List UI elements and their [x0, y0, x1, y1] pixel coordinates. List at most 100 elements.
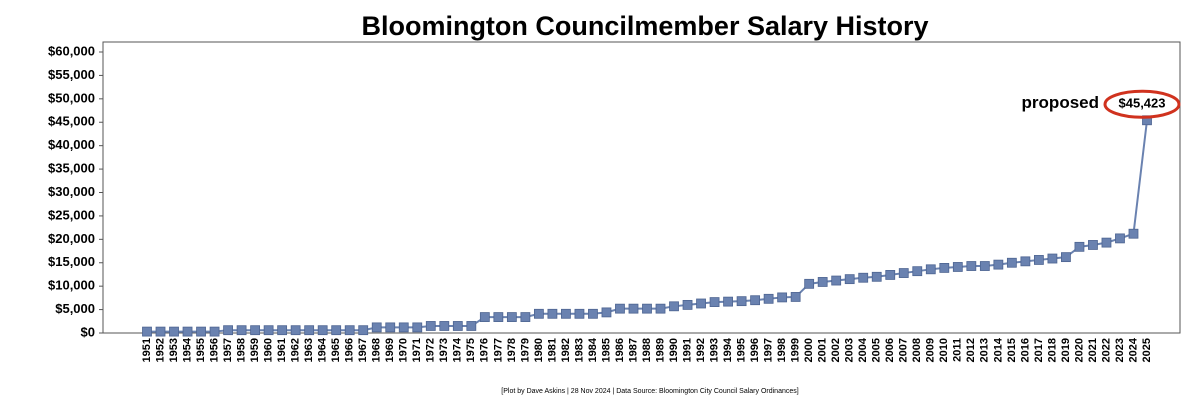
x-tick-label: 2005 — [871, 338, 883, 362]
x-tick-label: 1980 — [533, 338, 545, 362]
x-tick-label: 1986 — [614, 338, 626, 362]
point-marker — [236, 325, 247, 336]
point-marker — [358, 325, 369, 336]
x-tick-label: 1987 — [627, 338, 639, 362]
x-tick-label: 2004 — [857, 337, 869, 362]
point-marker — [209, 326, 220, 337]
point-marker — [317, 325, 328, 336]
point-marker — [196, 326, 206, 337]
point-marker — [804, 278, 815, 289]
point-marker — [493, 312, 504, 322]
point-marker — [966, 261, 977, 271]
point-marker — [1088, 240, 1098, 250]
point-marker — [533, 308, 544, 319]
x-tick-label: 1981 — [546, 338, 558, 362]
point-marker — [642, 303, 652, 314]
x-tick-label: 2008 — [911, 338, 923, 362]
point-marker — [439, 321, 450, 331]
y-tick-label: $30,000 — [48, 184, 95, 199]
y-tick-label: $60,000 — [48, 43, 95, 58]
x-tick-label: 2014 — [992, 337, 1004, 362]
x-tick-label: 1995 — [736, 338, 748, 362]
point-marker — [479, 312, 490, 322]
y-tick-label: $10,000 — [48, 278, 95, 293]
point-marker — [1061, 252, 1071, 263]
x-tick-label: 2012 — [965, 338, 977, 362]
x-tick-label: 2017 — [1033, 338, 1045, 362]
x-tick-label: 2019 — [1060, 338, 1072, 362]
x-tick-label: 2016 — [1019, 338, 1031, 362]
x-tick-label: 1958 — [236, 338, 248, 362]
x-tick-label: 2006 — [884, 338, 896, 362]
x-tick-label: 1962 — [290, 338, 302, 362]
x-tick-label: 1984 — [587, 337, 599, 362]
x-tick-label: 1953 — [168, 338, 180, 362]
value-label: $45,423 — [1119, 96, 1166, 111]
x-tick-label: 2007 — [898, 338, 910, 362]
point-marker — [574, 308, 585, 319]
point-marker — [169, 326, 179, 337]
point-marker — [1047, 253, 1058, 264]
point-marker — [682, 299, 693, 310]
point-marker — [777, 292, 788, 303]
y-tick-label: $50,000 — [48, 90, 95, 105]
x-tick-label: 1969 — [384, 338, 396, 362]
point-marker — [506, 312, 517, 322]
x-tick-label: 1959 — [249, 338, 261, 362]
x-tick-label: 1983 — [573, 338, 585, 362]
point-marker — [763, 293, 774, 304]
point-marker — [898, 268, 909, 278]
x-tick-label: 2001 — [817, 338, 829, 362]
y-tick-label: $25,000 — [48, 207, 95, 222]
x-tick-label: 2009 — [925, 338, 937, 362]
y-tick-label: $20,000 — [48, 231, 95, 246]
x-tick-label: 1997 — [763, 338, 775, 362]
plot-frame — [102, 41, 1181, 334]
x-tick-label: 1999 — [790, 338, 802, 362]
point-marker — [1101, 237, 1112, 248]
x-tick-label: 1973 — [438, 338, 450, 362]
point-marker — [628, 303, 639, 314]
point-marker — [952, 262, 963, 272]
point-marker — [371, 322, 382, 333]
x-tick-label: 1975 — [465, 338, 477, 362]
point-marker — [466, 321, 477, 331]
x-tick-label: 1964 — [317, 337, 329, 362]
point-marker — [939, 263, 950, 273]
y-tick-label: $5,000 — [55, 301, 95, 316]
x-tick-label: 2011 — [952, 338, 964, 362]
x-tick-label: 1979 — [519, 338, 531, 362]
point-marker — [979, 261, 990, 271]
point-marker — [912, 266, 923, 277]
x-tick-label: 1965 — [330, 338, 342, 362]
point-marker — [1115, 233, 1125, 244]
y-tick-label: $55,000 — [48, 67, 95, 82]
point-marker — [331, 325, 342, 336]
highlight-ellipse — [1103, 89, 1181, 119]
x-tick-label: 2003 — [844, 338, 856, 362]
x-tick-label: 1993 — [708, 338, 720, 362]
point-marker — [182, 326, 193, 337]
point-marker — [709, 297, 720, 307]
point-marker — [263, 325, 274, 336]
point-marker — [601, 307, 612, 318]
point-marker — [277, 325, 288, 336]
y-tick-label: $15,000 — [48, 254, 95, 269]
point-marker — [250, 325, 261, 336]
x-tick-label: 2020 — [1073, 338, 1085, 362]
point-marker — [696, 298, 706, 309]
x-tick-label: 2013 — [979, 338, 991, 362]
point-marker — [817, 277, 828, 287]
point-marker — [925, 264, 936, 275]
y-tick-label: $40,000 — [48, 137, 95, 152]
x-tick-label: 2023 — [1114, 338, 1126, 362]
x-tick-label: 2025 — [1141, 338, 1153, 362]
x-tick-label: 1982 — [560, 338, 572, 362]
point-marker — [669, 301, 679, 312]
x-tick-label: 1966 — [344, 338, 356, 362]
x-tick-label: 1989 — [654, 338, 666, 362]
annotation: proposed — [1022, 93, 1099, 112]
x-tick-label: 1996 — [749, 338, 761, 362]
x-tick-label: 1998 — [776, 338, 788, 362]
